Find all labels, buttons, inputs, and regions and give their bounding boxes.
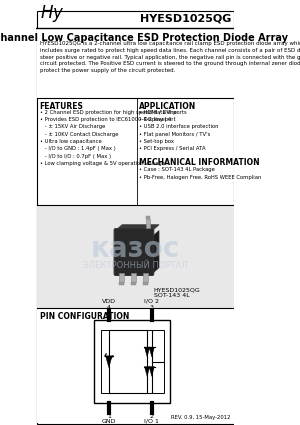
Text: APPLICATION: APPLICATION xyxy=(139,102,197,111)
Bar xyxy=(143,273,148,282)
Polygon shape xyxy=(106,356,112,368)
Text: FEATURES: FEATURES xyxy=(40,102,83,111)
Text: • Flat panel Monitors / TV's: • Flat panel Monitors / TV's xyxy=(139,132,211,136)
Text: казос: казос xyxy=(91,235,180,263)
Text: 1: 1 xyxy=(107,414,111,419)
Bar xyxy=(146,219,150,228)
Text: PIN CONFIGURATION: PIN CONFIGURATION xyxy=(40,312,129,320)
Text: - I/O to GND : 1.4pF ( Max ): - I/O to GND : 1.4pF ( Max ) xyxy=(40,146,115,151)
Text: $\mathit{Hy}$: $\mathit{Hy}$ xyxy=(40,3,64,24)
Bar xyxy=(143,282,148,285)
Text: • Display port: • Display port xyxy=(139,117,176,122)
Text: • PCI Express / Serial ATA: • PCI Express / Serial ATA xyxy=(139,146,206,151)
Text: • HDMI / DVI ports: • HDMI / DVI ports xyxy=(139,110,187,115)
Text: VDD: VDD xyxy=(102,299,116,304)
Text: • Pb-Free, Halogen Free, RoHS WEEE Complian: • Pb-Free, Halogen Free, RoHS WEEE Compl… xyxy=(139,175,262,179)
Polygon shape xyxy=(149,347,154,357)
Text: ЭЛЕКТРОННЫЙ ПОРТАЛ: ЭЛЕКТРОННЫЙ ПОРТАЛ xyxy=(83,261,188,270)
Text: I/O 1: I/O 1 xyxy=(144,419,159,424)
Text: REV. 0.9, 15-May-2012: REV. 0.9, 15-May-2012 xyxy=(172,415,231,420)
Text: HYESD1025QG: HYESD1025QG xyxy=(154,287,200,292)
Text: - I/O to I/O : 0.7pF ( Max ): - I/O to I/O : 0.7pF ( Max ) xyxy=(40,153,111,159)
Bar xyxy=(37,205,234,308)
Text: • Set-top box: • Set-top box xyxy=(139,139,174,144)
Text: 4: 4 xyxy=(107,305,111,309)
Text: MECHANICAL INFORMATION: MECHANICAL INFORMATION xyxy=(139,159,260,167)
Text: • Provides ESD protection to IEC61000-4-2 level 4: • Provides ESD protection to IEC61000-4-… xyxy=(40,117,171,122)
Text: 2 Channel Low Capacitance ESD Protection Diode Array: 2 Channel Low Capacitance ESD Protection… xyxy=(0,33,288,42)
Polygon shape xyxy=(152,231,159,273)
Bar xyxy=(36,10,234,28)
Text: - ± 10KV Contact Discharge: - ± 10KV Contact Discharge xyxy=(40,132,118,136)
Text: • Low clamping voltage & 5V operation voltage: • Low clamping voltage & 5V operation vo… xyxy=(40,161,165,166)
Text: • USB 2.0 interface protection: • USB 2.0 interface protection xyxy=(139,124,219,129)
Text: • Case : SOT-143 4L Package: • Case : SOT-143 4L Package xyxy=(139,167,215,172)
Text: - ± 15KV Air Discharge: - ± 15KV Air Discharge xyxy=(40,124,105,129)
Polygon shape xyxy=(116,225,159,231)
Polygon shape xyxy=(149,367,154,377)
Text: SOT-143 4L: SOT-143 4L xyxy=(154,293,190,298)
Bar xyxy=(119,273,124,282)
Bar xyxy=(37,308,234,423)
Bar xyxy=(101,330,164,394)
Bar xyxy=(37,28,234,98)
Bar xyxy=(119,282,124,285)
Polygon shape xyxy=(145,347,150,357)
Bar xyxy=(146,216,150,219)
Text: HYESD1025QG is a 2-channel ultra low capacitance rail clamp ESD protection diode: HYESD1025QG is a 2-channel ultra low cap… xyxy=(40,41,300,73)
Text: I/O 2: I/O 2 xyxy=(144,299,159,304)
Bar xyxy=(131,282,136,285)
Text: 3: 3 xyxy=(150,305,154,309)
Text: 2: 2 xyxy=(150,414,154,419)
Text: • 2 Channel ESD protection for high speed data line: • 2 Channel ESD protection for high spee… xyxy=(40,110,176,115)
Bar xyxy=(94,320,170,403)
Text: • Ultra low capacitance: • Ultra low capacitance xyxy=(40,139,101,144)
Text: HYESD1025QG: HYESD1025QG xyxy=(140,14,231,24)
Text: GND: GND xyxy=(102,419,116,424)
Polygon shape xyxy=(145,367,150,377)
FancyBboxPatch shape xyxy=(114,229,154,275)
Bar xyxy=(131,273,136,282)
